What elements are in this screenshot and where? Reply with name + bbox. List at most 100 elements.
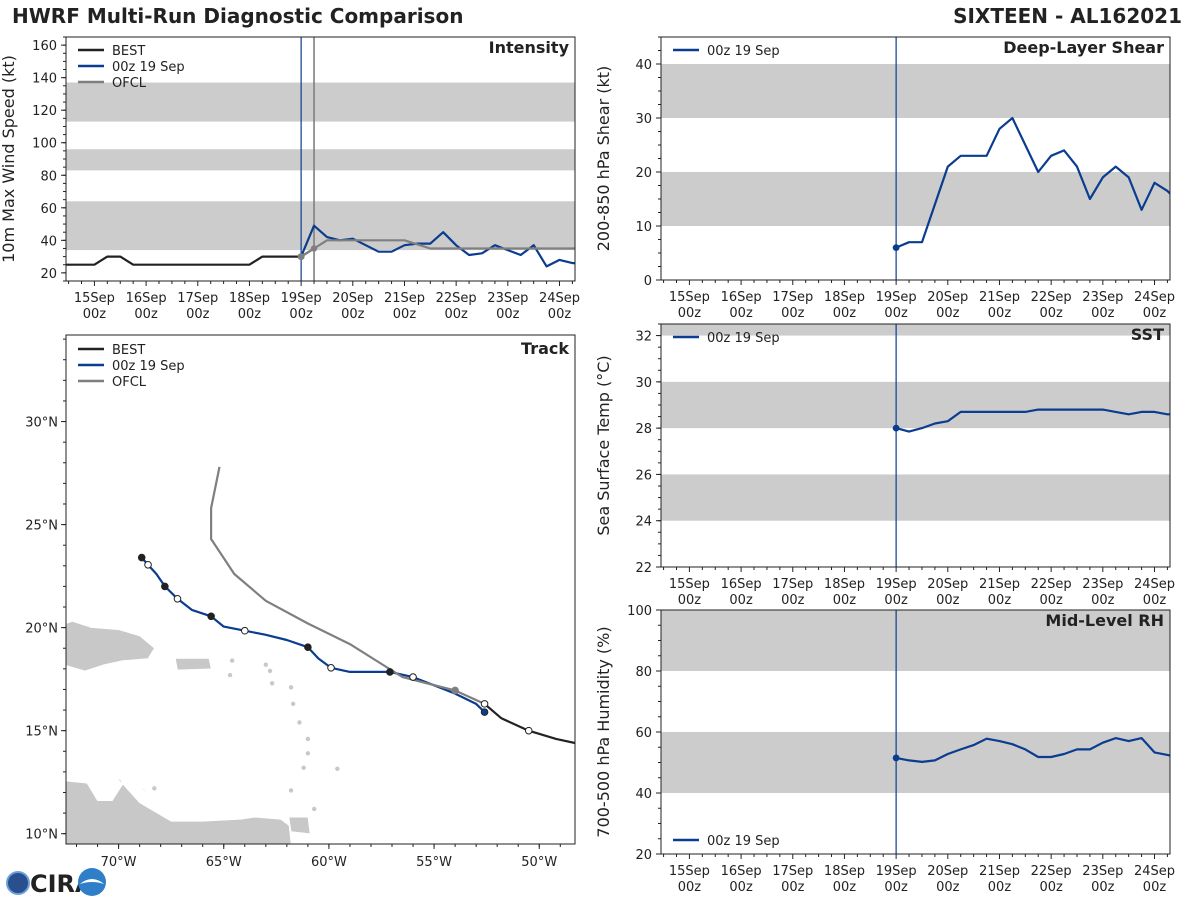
- sst-frame: [660, 323, 1171, 568]
- sst-xtick-sublabel: 00z: [781, 593, 805, 608]
- intensity-xtick-sublabel: 00z: [393, 307, 417, 322]
- intensity-xtick-label: 22Sep: [436, 291, 477, 306]
- figure-title: HWRF Multi-Run Diagnostic Comparison: [12, 4, 464, 28]
- intensity-ylabel: 10m Max Wind Speed (kt): [0, 55, 18, 263]
- caribbean-islet: [305, 751, 311, 756]
- intensity-xtick-sublabel: 00z: [238, 307, 262, 322]
- shear-xtick-label: 21Sep: [979, 290, 1020, 305]
- intensity-xtick-label: 21Sep: [384, 291, 425, 306]
- shear-xtick-sublabel: 00z: [936, 306, 960, 321]
- shear-xtick-label: 16Sep: [721, 290, 762, 305]
- shear-band-1: [661, 64, 1170, 118]
- shear-xtick-sublabel: 00z: [833, 306, 857, 321]
- shear-ylabel: 200-850 hPa Shear (kt): [594, 66, 613, 252]
- shear-xtick-label: 20Sep: [927, 290, 968, 305]
- rh-xtick-sublabel: 00z: [988, 880, 1012, 895]
- caribbean-islet: [227, 672, 233, 678]
- track-run-marker: [207, 612, 215, 621]
- track-run-marker: [137, 553, 146, 562]
- intensity-xtick-label: 20Sep: [332, 291, 373, 306]
- intensity-xtick-sublabel: 00z: [341, 307, 365, 322]
- track-title: Track: [521, 339, 569, 358]
- rh-xtick-label: 19Sep: [876, 864, 917, 879]
- intensity-xtick-sublabel: 00z: [548, 307, 572, 322]
- intensity-xtick-sublabel: 00z: [444, 307, 468, 322]
- sst-xtick-sublabel: 00z: [729, 593, 753, 608]
- shear-title: Deep-Layer Shear: [1003, 38, 1164, 57]
- curacao-landmass: [137, 783, 149, 793]
- hispaniola-landmass: [66, 621, 155, 672]
- intensity-xtick-sublabel: 00z: [186, 307, 210, 322]
- track-run-marker: [409, 673, 417, 681]
- rh-band-1: [661, 610, 1170, 671]
- rh-xtick-sublabel: 00z: [781, 880, 805, 895]
- sst-xtick-label: 18Sep: [824, 577, 865, 592]
- intensity-ytick-label: 160: [32, 39, 57, 54]
- rh-plot-area: [661, 610, 1170, 854]
- shear-xtick-label: 18Sep: [824, 290, 865, 305]
- track-xtick-label: 50°W: [521, 855, 557, 870]
- shear-ytick-label: 0: [644, 274, 652, 289]
- sst-xtick-label: 22Sep: [1031, 577, 1072, 592]
- intensity-ofcl-start-point: [297, 253, 305, 260]
- intensity-panel: 2040608010012014016015Sep00z16Sep00z17Se…: [0, 36, 580, 322]
- rh-xtick-sublabel: 00z: [1039, 880, 1063, 895]
- track-run-marker: [386, 668, 394, 676]
- sst-ytick-label: 22: [635, 561, 652, 576]
- rh-xtick-label: 16Sep: [721, 864, 762, 879]
- intensity-xtick-sublabel: 00z: [496, 307, 520, 322]
- sst-ytick-label: 28: [635, 422, 652, 437]
- track-ytick-label: 20°N: [25, 622, 58, 637]
- intensity-ytick-label: 40: [40, 234, 57, 249]
- intensity-ytick-label: 140: [32, 72, 57, 87]
- intensity-plot-area: [66, 37, 575, 281]
- caribbean-islet: [229, 658, 235, 663]
- sst-ytick-label: 26: [635, 468, 652, 483]
- track-legend-label: 00z 19 Sep: [112, 359, 185, 374]
- intensity-best-line: [66, 247, 315, 266]
- bahamas-islet: [66, 579, 67, 581]
- cira-logo: CIRA: [6, 868, 106, 898]
- intensity-xtick-label: 18Sep: [229, 291, 270, 306]
- shear-xtick-sublabel: 00z: [729, 306, 753, 321]
- track-run-marker: [161, 582, 169, 591]
- intensity-ytick-label: 120: [32, 104, 57, 119]
- caribbean-islet: [335, 766, 340, 771]
- track-run-marker: [173, 594, 182, 603]
- intensity-xtick-sublabel: 00z: [83, 307, 107, 322]
- trinidad-landmass: [288, 816, 311, 835]
- track-run-marker: [240, 626, 249, 635]
- shear-xtick-sublabel: 00z: [1039, 306, 1063, 321]
- intensity-ytick-label: 100: [32, 137, 57, 152]
- track-frame: [65, 334, 576, 845]
- caribbean-islet: [263, 662, 269, 667]
- intensity-legend-label: OFCL: [112, 76, 147, 91]
- shear-run-start-point: [892, 244, 900, 252]
- shear-xtick-sublabel: 00z: [1091, 306, 1115, 321]
- rh-xtick-sublabel: 00z: [1143, 880, 1167, 895]
- sst-xtick-sublabel: 00z: [936, 593, 960, 608]
- south-america-landmass: [66, 780, 292, 844]
- rh-xtick-sublabel: 00z: [884, 880, 908, 895]
- intensity-xtick-label: 24Sep: [539, 291, 580, 306]
- shear-xtick-label: 23Sep: [1082, 290, 1123, 305]
- aruba-landmass: [116, 777, 124, 785]
- sst-xtick-sublabel: 00z: [833, 593, 857, 608]
- shear-ytick-label: 10: [635, 220, 652, 235]
- track-run-marker: [480, 708, 489, 716]
- rh-xtick-label: 18Sep: [824, 864, 865, 879]
- rh-xtick-label: 17Sep: [772, 864, 813, 879]
- track-run-marker: [327, 664, 335, 672]
- intensity-legend-label: BEST: [112, 44, 145, 59]
- intensity-xtick-label: 23Sep: [487, 291, 528, 306]
- rh-xtick-sublabel: 00z: [1091, 880, 1115, 895]
- sst-xtick-sublabel: 00z: [884, 593, 908, 608]
- sst-band-2: [661, 324, 1170, 336]
- track-xtick-label: 55°W: [416, 855, 452, 870]
- shear-xtick-label: 15Sep: [669, 290, 710, 305]
- sst-band-1: [661, 381, 1170, 429]
- caribbean-islet: [305, 736, 311, 742]
- sst-xtick-label: 19Sep: [876, 577, 917, 592]
- intensity-xtick-label: 19Sep: [281, 291, 322, 306]
- track-ytick-label: 25°N: [25, 519, 58, 534]
